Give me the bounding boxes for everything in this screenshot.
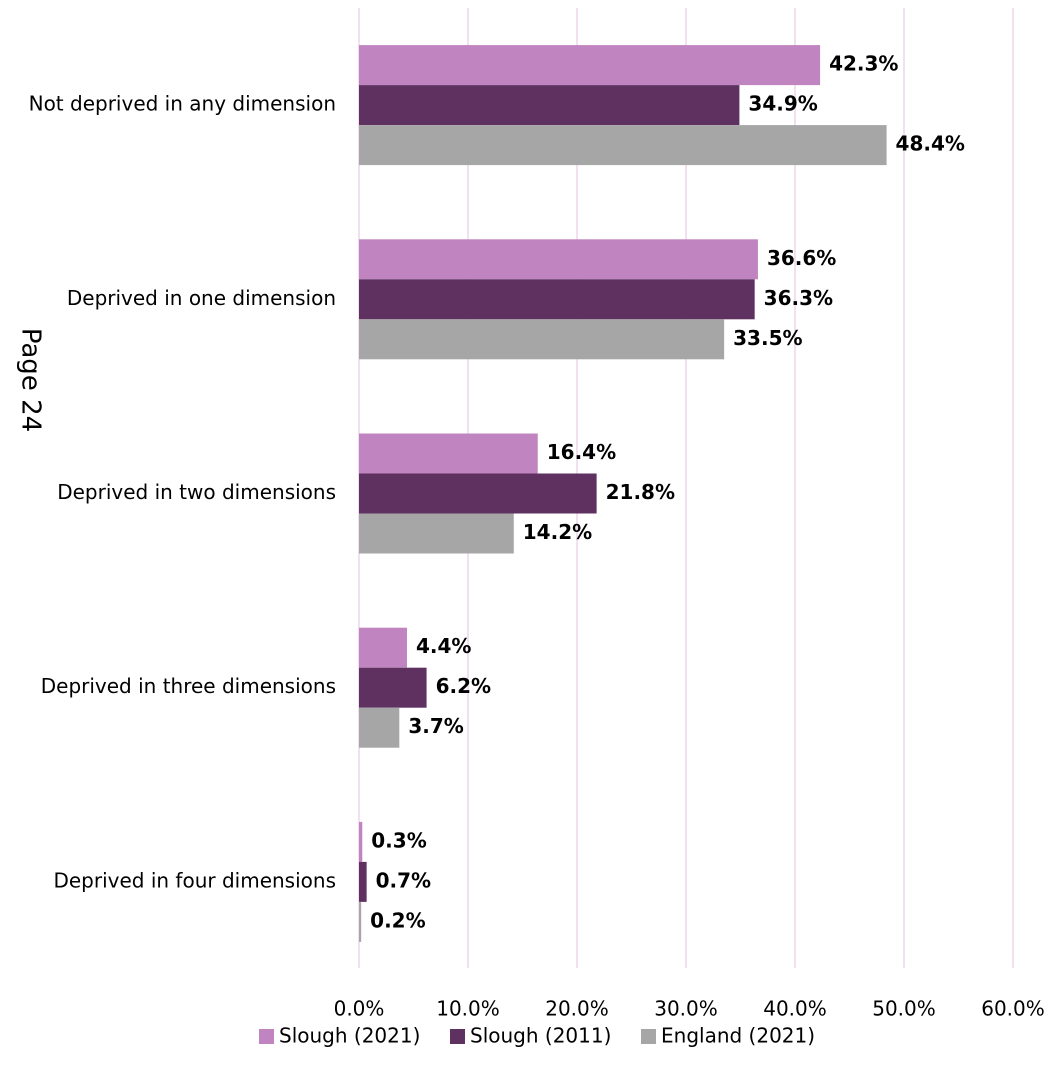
data-label: 21.8% xyxy=(606,480,675,504)
bar xyxy=(359,627,407,668)
data-label: 0.7% xyxy=(376,868,431,892)
bar xyxy=(359,513,514,554)
legend-swatch xyxy=(641,1029,656,1044)
bar xyxy=(359,861,367,902)
data-label: 48.4% xyxy=(896,132,965,156)
data-label: 33.5% xyxy=(733,326,802,350)
y-tick-label: Deprived in one dimension xyxy=(67,286,336,310)
x-tick-label: 20.0% xyxy=(545,997,609,1021)
bar xyxy=(359,433,538,474)
x-tick-label: 30.0% xyxy=(654,997,718,1021)
data-label: 36.6% xyxy=(767,246,836,270)
legend-swatch xyxy=(450,1029,465,1044)
bar xyxy=(359,473,597,514)
data-label: 16.4% xyxy=(547,440,616,464)
y-tick-label: Deprived in two dimensions xyxy=(57,480,336,504)
x-tick-label: 50.0% xyxy=(872,997,936,1021)
bar xyxy=(359,319,725,360)
bar xyxy=(359,85,740,126)
bar xyxy=(359,45,821,86)
data-label: 6.2% xyxy=(436,674,491,698)
x-tick-label: 0.0% xyxy=(334,997,385,1021)
legend-swatch xyxy=(259,1029,274,1044)
data-label: 0.2% xyxy=(370,908,425,932)
bar xyxy=(359,279,755,320)
legend-label: Slough (2011) xyxy=(470,1024,611,1048)
data-label: 34.9% xyxy=(748,92,817,116)
data-label: 3.7% xyxy=(408,714,463,738)
data-label: 42.3% xyxy=(829,52,898,76)
bar xyxy=(359,667,427,708)
bar xyxy=(359,239,758,280)
y-tick-label: Deprived in three dimensions xyxy=(41,674,336,698)
x-tick-label: 10.0% xyxy=(436,997,500,1021)
legend-label: England (2021) xyxy=(661,1024,815,1048)
data-label: 4.4% xyxy=(416,634,471,658)
data-label: 14.2% xyxy=(523,520,592,544)
x-tick-label: 60.0% xyxy=(981,997,1045,1021)
legend-label: Slough (2021) xyxy=(279,1024,420,1048)
bar xyxy=(359,901,362,942)
y-tick-label: Not deprived in any dimension xyxy=(29,92,336,116)
data-label: 0.3% xyxy=(371,828,426,852)
data-label: 36.3% xyxy=(764,286,833,310)
x-tick-label: 40.0% xyxy=(763,997,827,1021)
bar xyxy=(359,821,363,862)
bar xyxy=(359,125,887,166)
y-tick-label: Deprived in four dimensions xyxy=(53,868,336,892)
page-number: Page 24 xyxy=(16,328,46,432)
bar xyxy=(359,707,400,748)
